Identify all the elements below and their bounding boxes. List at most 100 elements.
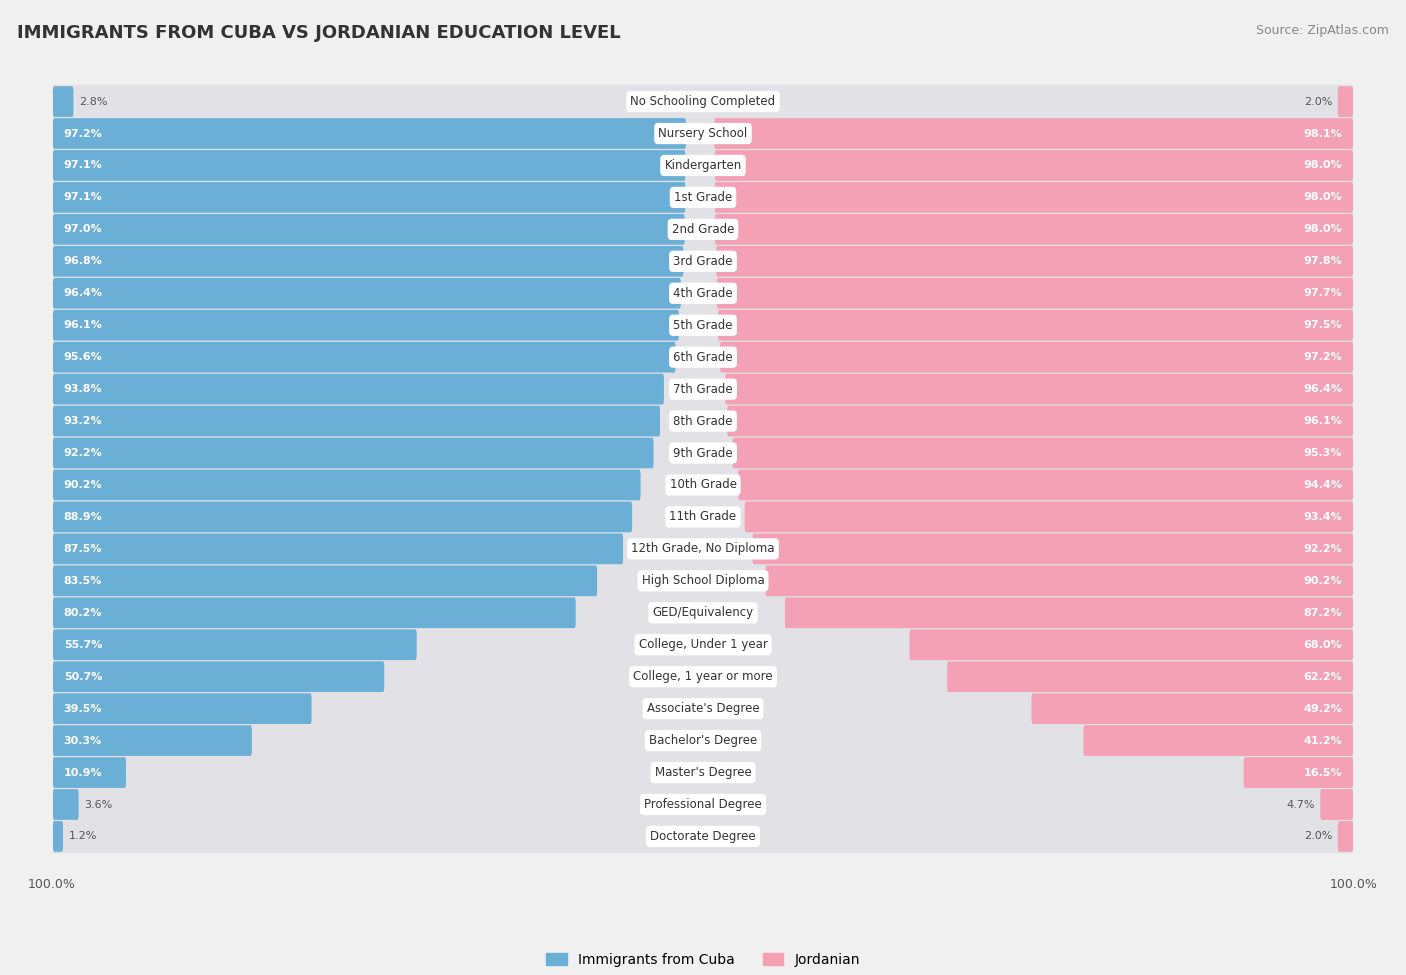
Text: 97.1%: 97.1%: [63, 192, 103, 203]
Text: 97.8%: 97.8%: [1303, 256, 1343, 266]
FancyBboxPatch shape: [745, 501, 1353, 532]
Text: 96.4%: 96.4%: [1303, 384, 1343, 394]
Text: 3rd Grade: 3rd Grade: [673, 254, 733, 268]
Text: 80.2%: 80.2%: [63, 607, 103, 618]
FancyBboxPatch shape: [714, 150, 1353, 180]
Text: 5th Grade: 5th Grade: [673, 319, 733, 332]
Text: 4th Grade: 4th Grade: [673, 287, 733, 299]
Text: 10.9%: 10.9%: [63, 767, 103, 777]
Text: 97.1%: 97.1%: [63, 161, 103, 171]
Legend: Immigrants from Cuba, Jordanian: Immigrants from Cuba, Jordanian: [540, 947, 866, 972]
FancyBboxPatch shape: [720, 342, 1353, 372]
Text: 98.1%: 98.1%: [1303, 129, 1343, 138]
FancyBboxPatch shape: [53, 598, 575, 628]
Text: 97.2%: 97.2%: [63, 129, 103, 138]
Text: 9th Grade: 9th Grade: [673, 447, 733, 459]
Text: Source: ZipAtlas.com: Source: ZipAtlas.com: [1256, 24, 1389, 37]
FancyBboxPatch shape: [752, 533, 1353, 565]
Text: 93.8%: 93.8%: [63, 384, 103, 394]
Text: 12th Grade, No Diploma: 12th Grade, No Diploma: [631, 542, 775, 556]
Text: 88.9%: 88.9%: [63, 512, 103, 522]
Text: 96.4%: 96.4%: [63, 289, 103, 298]
FancyBboxPatch shape: [53, 85, 1353, 119]
Text: 8th Grade: 8th Grade: [673, 414, 733, 428]
FancyBboxPatch shape: [53, 308, 1353, 342]
FancyBboxPatch shape: [53, 86, 73, 117]
Text: 7th Grade: 7th Grade: [673, 382, 733, 396]
Text: 96.1%: 96.1%: [63, 320, 103, 331]
FancyBboxPatch shape: [53, 436, 1353, 470]
FancyBboxPatch shape: [53, 756, 1353, 790]
Text: 83.5%: 83.5%: [63, 576, 103, 586]
Text: 95.3%: 95.3%: [1303, 448, 1343, 458]
FancyBboxPatch shape: [53, 789, 79, 820]
FancyBboxPatch shape: [53, 213, 1353, 247]
FancyBboxPatch shape: [53, 630, 416, 660]
Text: Doctorate Degree: Doctorate Degree: [650, 830, 756, 843]
Text: 93.4%: 93.4%: [1303, 512, 1343, 522]
Text: 2nd Grade: 2nd Grade: [672, 223, 734, 236]
FancyBboxPatch shape: [53, 310, 679, 340]
Text: College, Under 1 year: College, Under 1 year: [638, 639, 768, 651]
Text: 100.0%: 100.0%: [28, 878, 76, 891]
FancyBboxPatch shape: [53, 725, 252, 756]
FancyBboxPatch shape: [53, 150, 685, 180]
Text: Kindergarten: Kindergarten: [665, 159, 741, 172]
Text: 97.0%: 97.0%: [63, 224, 103, 234]
Text: GED/Equivalency: GED/Equivalency: [652, 606, 754, 619]
FancyBboxPatch shape: [738, 470, 1353, 500]
FancyBboxPatch shape: [53, 340, 1353, 374]
FancyBboxPatch shape: [53, 564, 1353, 598]
Text: 68.0%: 68.0%: [1303, 640, 1343, 649]
FancyBboxPatch shape: [53, 788, 1353, 821]
Text: 100.0%: 100.0%: [1330, 878, 1378, 891]
Text: 97.2%: 97.2%: [1303, 352, 1343, 362]
FancyBboxPatch shape: [1084, 725, 1353, 756]
FancyBboxPatch shape: [733, 438, 1353, 468]
Text: 50.7%: 50.7%: [63, 672, 103, 682]
FancyBboxPatch shape: [53, 628, 1353, 662]
FancyBboxPatch shape: [53, 148, 1353, 182]
FancyBboxPatch shape: [727, 406, 1353, 437]
FancyBboxPatch shape: [725, 373, 1353, 405]
FancyBboxPatch shape: [53, 501, 633, 532]
Text: 87.5%: 87.5%: [63, 544, 103, 554]
Text: 98.0%: 98.0%: [1303, 192, 1343, 203]
Text: No Schooling Completed: No Schooling Completed: [630, 95, 776, 108]
Text: 96.1%: 96.1%: [1303, 416, 1343, 426]
FancyBboxPatch shape: [53, 342, 676, 372]
FancyBboxPatch shape: [53, 533, 623, 565]
Text: 62.2%: 62.2%: [1303, 672, 1343, 682]
FancyBboxPatch shape: [948, 661, 1353, 692]
Text: 98.0%: 98.0%: [1303, 224, 1343, 234]
FancyBboxPatch shape: [1032, 693, 1353, 724]
FancyBboxPatch shape: [53, 661, 384, 692]
Text: 93.2%: 93.2%: [63, 416, 103, 426]
FancyBboxPatch shape: [714, 214, 1353, 245]
FancyBboxPatch shape: [1244, 758, 1353, 788]
FancyBboxPatch shape: [53, 438, 654, 468]
Text: 11th Grade: 11th Grade: [669, 511, 737, 524]
FancyBboxPatch shape: [53, 117, 1353, 150]
FancyBboxPatch shape: [53, 660, 1353, 693]
FancyBboxPatch shape: [53, 820, 1353, 853]
Text: 10th Grade: 10th Grade: [669, 479, 737, 491]
Text: 96.8%: 96.8%: [63, 256, 103, 266]
Text: 94.4%: 94.4%: [1303, 480, 1343, 490]
Text: 87.2%: 87.2%: [1303, 607, 1343, 618]
Text: 41.2%: 41.2%: [1303, 735, 1343, 746]
Text: 39.5%: 39.5%: [63, 704, 103, 714]
Text: High School Diploma: High School Diploma: [641, 574, 765, 587]
Text: Associate's Degree: Associate's Degree: [647, 702, 759, 715]
Text: 3.6%: 3.6%: [84, 800, 112, 809]
FancyBboxPatch shape: [785, 598, 1353, 628]
FancyBboxPatch shape: [53, 691, 1353, 725]
Text: 1.2%: 1.2%: [69, 832, 97, 841]
FancyBboxPatch shape: [1337, 821, 1353, 852]
FancyBboxPatch shape: [53, 406, 659, 437]
FancyBboxPatch shape: [53, 566, 598, 596]
FancyBboxPatch shape: [717, 278, 1353, 309]
FancyBboxPatch shape: [53, 470, 641, 500]
FancyBboxPatch shape: [53, 373, 664, 405]
FancyBboxPatch shape: [53, 596, 1353, 630]
